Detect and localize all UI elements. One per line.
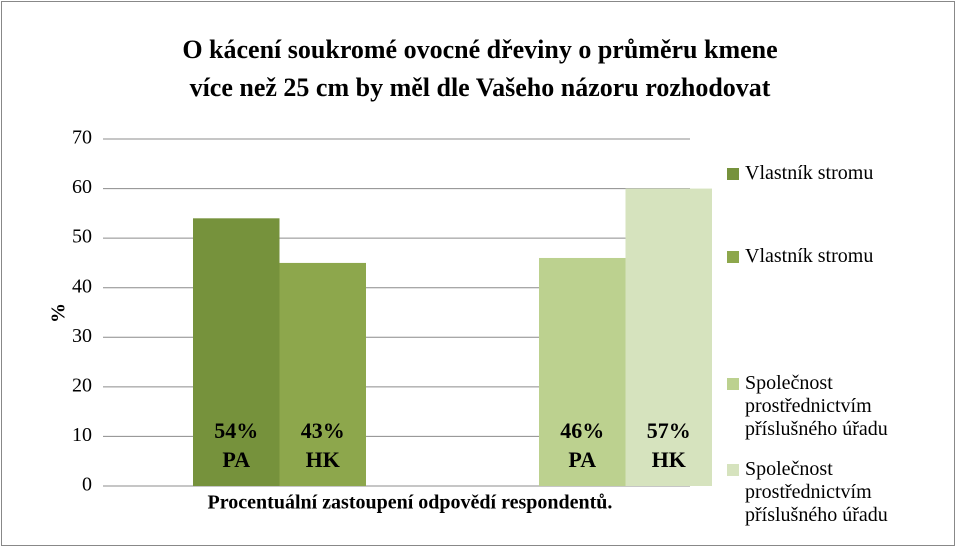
bar bbox=[279, 262, 366, 486]
bar-annotation: PA bbox=[222, 447, 250, 472]
bar-annotation: 46% bbox=[560, 418, 604, 443]
legend-swatch bbox=[727, 464, 739, 476]
bar bbox=[539, 257, 626, 486]
legend-entry: Vlastník stromu bbox=[727, 162, 937, 185]
y-tick-label: 10 bbox=[72, 424, 92, 446]
bar-annotation: HK bbox=[652, 447, 686, 472]
legend-entry: Vlastník stromu bbox=[727, 245, 937, 268]
legend-entry: Společnost prostřednictvím příslušného ú… bbox=[727, 458, 937, 527]
y-tick-label: 60 bbox=[72, 176, 92, 198]
y-tick-label: 0 bbox=[82, 474, 92, 496]
y-tick-label: 70 bbox=[72, 127, 92, 149]
bar-annotation: HK bbox=[306, 447, 340, 472]
legend-label: Vlastník stromu bbox=[745, 162, 874, 184]
bar-annotation: 57% bbox=[647, 418, 691, 443]
legend-label: Společnost prostřednictvím příslušného ú… bbox=[745, 372, 888, 440]
legend-label: Společnost prostřednictvím příslušného ú… bbox=[745, 458, 888, 526]
bar-annotation: 54% bbox=[214, 418, 258, 443]
y-tick-label: 20 bbox=[72, 374, 92, 396]
chart-title: O kácení soukromé ovocné dřeviny o průmě… bbox=[182, 35, 777, 64]
bar-annotation: PA bbox=[568, 447, 596, 472]
y-tick-label: 40 bbox=[72, 275, 92, 297]
bar bbox=[193, 218, 280, 487]
x-axis-label: Procentuální zastoupení odpovědí respond… bbox=[208, 492, 613, 514]
y-tick-label: 30 bbox=[72, 325, 92, 347]
legend-swatch bbox=[727, 251, 739, 263]
legend-label: Vlastník stromu bbox=[745, 245, 874, 267]
legend-swatch bbox=[727, 378, 739, 390]
chart-title: více než 25 cm by měl dle Vašeho názoru … bbox=[190, 73, 771, 102]
legend-swatch bbox=[727, 168, 739, 180]
bar bbox=[625, 188, 712, 487]
legend-entry: Společnost prostřednictvím příslušného ú… bbox=[727, 372, 937, 441]
y-tick-label: 50 bbox=[72, 226, 92, 248]
y-axis-label: % bbox=[48, 303, 70, 323]
bar-annotation: 43% bbox=[301, 418, 345, 443]
